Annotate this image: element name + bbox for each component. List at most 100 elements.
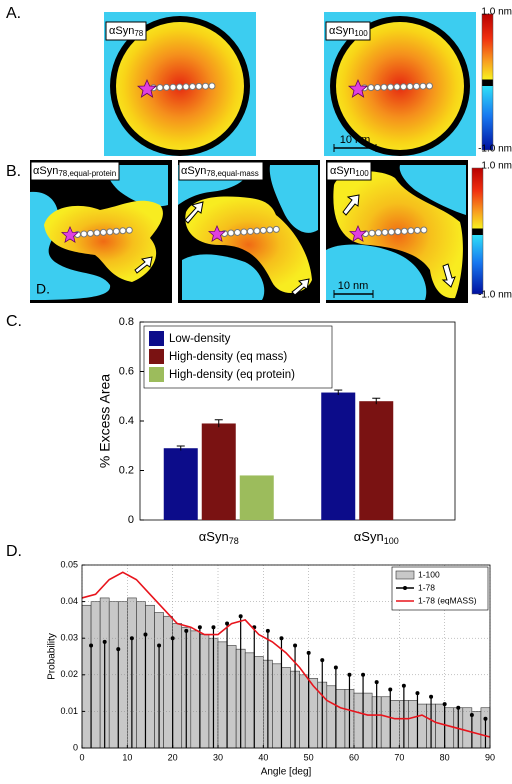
- y-tick-label: 0: [73, 742, 78, 752]
- label-sub: 100: [355, 169, 369, 178]
- stem: [415, 691, 420, 748]
- histogram-bar: [389, 700, 400, 749]
- legend-label: 1-78: [418, 582, 435, 592]
- stem-marker: [265, 628, 270, 633]
- stem: [320, 658, 325, 748]
- histogram-bar: [353, 692, 364, 749]
- stem-marker: [116, 647, 121, 652]
- histogram-bar: [362, 692, 373, 749]
- x-tick-label: 0: [79, 752, 84, 762]
- stem-marker: [157, 643, 162, 648]
- stem-marker: [184, 628, 189, 633]
- histogram-bar: [163, 615, 173, 749]
- stem: [89, 643, 94, 748]
- legend-label: 1-78 (eqMASS): [418, 595, 477, 605]
- label-sub: 100: [384, 536, 399, 546]
- panel-letter: B.: [6, 163, 21, 180]
- histogram-bar: [136, 601, 146, 749]
- line: [81, 571, 491, 738]
- colorbar-max: 1.0 nm: [481, 161, 512, 172]
- histogram-bar: [81, 604, 92, 749]
- y-tick-label: 0.4: [119, 415, 134, 427]
- histogram-bar: [435, 703, 445, 749]
- heatmap: αSyn78,equal-protein D.: [30, 160, 172, 303]
- stem: [157, 643, 162, 748]
- error-bar: [372, 397, 381, 405]
- label-base: αSyn: [109, 25, 134, 37]
- y-axis-label: Probability: [47, 633, 58, 680]
- stem: [442, 702, 447, 748]
- x-tick-label: 10: [122, 752, 132, 762]
- stem: [184, 628, 189, 748]
- panel-letter: D.: [6, 543, 22, 560]
- stem-marker: [429, 694, 434, 699]
- bar: [239, 475, 274, 520]
- histogram-bar: [253, 656, 264, 749]
- stem-marker: [347, 672, 352, 677]
- stem: [143, 632, 148, 748]
- stem-marker: [89, 643, 94, 648]
- stem-marker: [170, 636, 175, 641]
- stem: [265, 628, 270, 748]
- histogram-bar: [471, 711, 482, 749]
- x-tick-label: 30: [213, 752, 223, 762]
- stem-marker: [483, 716, 488, 721]
- histogram-bar: [272, 663, 282, 749]
- label-sub: 78,equal-mass: [206, 169, 258, 178]
- histogram-bar: [380, 696, 391, 749]
- histogram-bar: [108, 601, 119, 749]
- label-sub: 78: [229, 536, 239, 546]
- colorbar-min: -1.0 nm: [478, 144, 512, 155]
- histogram-bar: [226, 645, 237, 749]
- stem-marker: [333, 665, 338, 670]
- label-base: αSyn: [33, 165, 58, 177]
- stem: [483, 716, 488, 748]
- legend-swatch: [149, 367, 164, 382]
- heatmap: αSyn100 10 nm: [326, 160, 468, 303]
- x-tick-label: αSyn100: [354, 529, 399, 546]
- error-bar: [334, 389, 343, 396]
- stem: [129, 636, 134, 748]
- histogram-bar: [199, 634, 210, 749]
- panel-letter: A.: [6, 5, 21, 22]
- stem: [116, 647, 121, 748]
- stem-marker: [279, 636, 284, 641]
- y-tick-label: 0.6: [119, 365, 134, 377]
- plot-frame: [81, 564, 491, 749]
- stem-marker: [211, 625, 216, 630]
- stem-marker: [197, 625, 202, 630]
- stem: [361, 672, 366, 748]
- stem: [388, 687, 393, 748]
- y-tick-label: 0: [128, 514, 134, 526]
- stem: [170, 636, 175, 748]
- histogram-bar: [217, 641, 228, 749]
- panel-letter: C.: [6, 313, 22, 330]
- histogram-bar: [90, 601, 101, 749]
- x-tick-label: αSyn78: [199, 529, 239, 546]
- x-tick-label: 60: [349, 752, 359, 762]
- label-base: αSyn: [181, 165, 206, 177]
- panel-label: αSyn100: [330, 165, 369, 178]
- x-tick-label: 50: [304, 752, 314, 762]
- scale-bar-label: 10 nm: [338, 280, 369, 292]
- histogram-bar: [408, 700, 418, 749]
- heatmap: αSyn78,equal-mass: [178, 160, 320, 303]
- stem: [401, 683, 406, 748]
- stem: [238, 614, 243, 748]
- stem-marker: [456, 705, 461, 710]
- inset-letter: D.: [36, 281, 50, 297]
- stem-marker: [129, 636, 134, 641]
- legend-swatch: [149, 349, 164, 364]
- legend-label: High-density (eq protein): [169, 369, 295, 381]
- bar: [359, 401, 394, 520]
- histogram-bar: [117, 601, 128, 749]
- x-tick-label: 80: [440, 752, 450, 762]
- stem: [102, 639, 107, 748]
- stem: [429, 694, 434, 748]
- stem-marker: [361, 672, 366, 677]
- bar: [201, 423, 236, 520]
- x-tick-label: 40: [258, 752, 268, 762]
- label-base: αSyn: [330, 165, 355, 177]
- legend-box: [143, 325, 333, 389]
- y-tick-label: 0.8: [119, 316, 134, 328]
